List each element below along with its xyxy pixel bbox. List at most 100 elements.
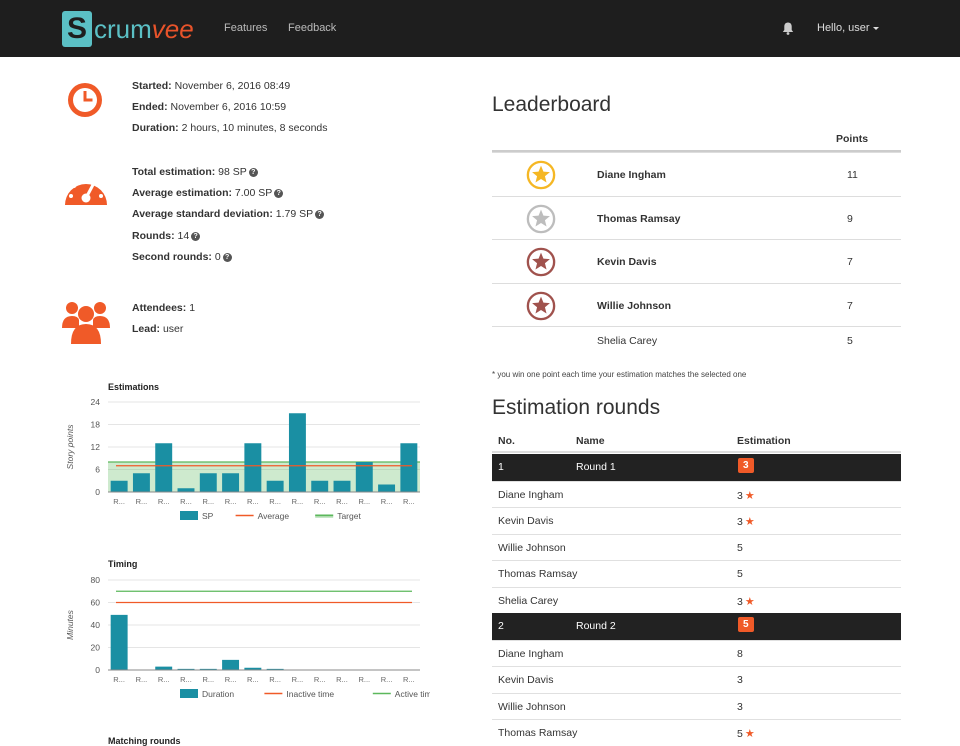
x-tick-label: R... (314, 675, 326, 684)
chart-bar (266, 480, 284, 492)
help-icon[interactable]: ? (191, 231, 201, 241)
vote-value-cell: 5 (737, 542, 743, 554)
voter-name: Thomas Ramsay (498, 568, 578, 580)
x-tick-label: R... (136, 675, 148, 684)
average-estimation-label: Average estimation: (132, 187, 232, 199)
help-icon[interactable]: ? (248, 167, 258, 177)
rounds-value: 14 (177, 230, 190, 242)
voter-name: Kevin Davis (498, 674, 554, 686)
nav-features-link[interactable]: Features (224, 22, 268, 34)
duration-label: Duration: (132, 122, 179, 134)
leaderboard-points: 7 (847, 256, 853, 268)
legend-swatch (180, 511, 198, 520)
y-tick-label: 20 (91, 643, 101, 653)
round-row[interactable]: 1 Round 1 3 (492, 454, 901, 481)
estimations-chart: 0 6 12 18 24 Story points R... R... R... R... R...… (65, 397, 420, 521)
x-tick-label: R... (202, 497, 214, 506)
points-column-header: Points (836, 133, 869, 145)
vote-value-cell: 5 (737, 568, 743, 580)
attendees-label: Attendees: (132, 302, 187, 314)
duration-value: 2 hours, 10 minutes, 8 seconds (181, 122, 328, 134)
attendees-line: Attendees: 1 (132, 302, 195, 314)
round-estimation-badge: 3 (738, 458, 754, 473)
average-estimation-value: 7.00 SP (234, 187, 273, 199)
vote-value-cell: 3 ★ (737, 595, 755, 608)
chart-bar (244, 667, 262, 670)
user-menu-label: Hello, user (817, 22, 870, 34)
second-rounds-line: Second rounds: 0? (132, 251, 232, 263)
chart-bar (311, 480, 329, 492)
x-tick-label: R... (247, 497, 259, 506)
x-tick-label: R... (269, 675, 281, 684)
leaderboard-points: 11 (847, 169, 858, 181)
bronze-medal-icon (526, 247, 556, 277)
rounds-label: Rounds: (132, 230, 175, 242)
vote-row: Willie Johnson 5 (492, 533, 901, 561)
x-tick-label: R... (381, 497, 393, 506)
std-deviation-label: Average standard deviation: (132, 208, 273, 220)
leaderboard-row: Willie Johnson 7 (492, 283, 901, 326)
x-tick-label: R... (358, 675, 370, 684)
ended-value: November 6, 2016 10:59 (170, 101, 287, 113)
round-name: Round 2 (576, 620, 616, 632)
scrumvee-logo[interactable]: S crumvee (62, 10, 194, 48)
chart-bar (333, 480, 351, 492)
y-axis-label: Minutes (65, 609, 75, 640)
timing-chart: 0 20 40 60 80 Minutes R... R... R... R... R... R...… (65, 575, 430, 699)
x-tick-label: R... (358, 497, 370, 506)
voter-name: Thomas Ramsay (498, 727, 578, 739)
x-tick-label: R... (336, 497, 348, 506)
leaderboard-points: 9 (847, 212, 853, 225)
col-estimation-header: Estimation (737, 435, 791, 447)
help-icon[interactable]: ? (222, 252, 232, 262)
leaderboard-title: Leaderboard (492, 93, 612, 116)
round-row[interactable]: 2 Round 2 5 (492, 613, 901, 640)
silver-medal-icon (526, 204, 556, 233)
leaderboard-row: Shelia Carey 5 (492, 326, 901, 353)
x-tick-label: R... (292, 497, 304, 506)
x-tick-label: R... (403, 497, 415, 506)
leaderboard-points: 5 (847, 334, 853, 347)
vote-row: Thomas Ramsay 5 ★ (492, 719, 901, 746)
vote-value-cell: 5 ★ (737, 727, 755, 740)
vote-value: 3 (737, 700, 743, 713)
vote-row: Willie Johnson 3 (492, 692, 901, 720)
started-value: November 6, 2016 08:49 (174, 80, 291, 92)
voter-name: Shelia Carey (498, 594, 559, 607)
nav-feedback-link[interactable]: Feedback (288, 22, 337, 34)
x-tick-label: R... (113, 497, 125, 506)
user-menu[interactable]: Hello, user (817, 22, 879, 34)
leaderboard-points: 7 (847, 299, 853, 312)
vote-row: Diane Ingham 8 (492, 639, 901, 667)
chart-bar (110, 480, 128, 492)
vote-value: 5 (737, 728, 743, 740)
lead-label: Lead: (132, 323, 161, 335)
y-tick-label: 0 (95, 487, 100, 497)
leaderboard-header-rule (492, 150, 901, 152)
voter-name: Diane Ingham (498, 647, 564, 660)
target-band (108, 462, 420, 492)
vote-value: 3 (737, 595, 743, 608)
vote-value: 5 (737, 541, 743, 554)
total-estimation-line: Total estimation: 98 SP? (132, 166, 258, 178)
help-icon[interactable]: ? (315, 209, 325, 219)
vote-value-cell: 8 (737, 648, 743, 660)
y-tick-label: 80 (91, 575, 101, 585)
voter-name: Willie Johnson (498, 541, 566, 554)
bell-icon[interactable] (782, 22, 794, 35)
chart-bar (266, 668, 284, 670)
help-icon[interactable]: ? (274, 188, 284, 198)
match-star-icon: ★ (744, 489, 755, 502)
bronze-medal-icon (526, 291, 556, 320)
y-tick-label: 12 (91, 442, 101, 452)
rounds-line: Rounds: 14? (132, 230, 201, 242)
x-tick-label: R... (202, 675, 214, 684)
x-tick-label: R... (158, 675, 170, 684)
legend-label: Average (258, 511, 290, 521)
vote-value: 3 (737, 674, 743, 686)
chevron-down-icon (872, 26, 879, 30)
total-estimation-label: Total estimation: (132, 166, 216, 178)
navbar: S crumvee Features Feedback Hello, user (0, 0, 960, 57)
leaderboard-name: Diane Ingham (597, 169, 666, 181)
std-deviation-value: 1.79 SP (275, 208, 314, 220)
